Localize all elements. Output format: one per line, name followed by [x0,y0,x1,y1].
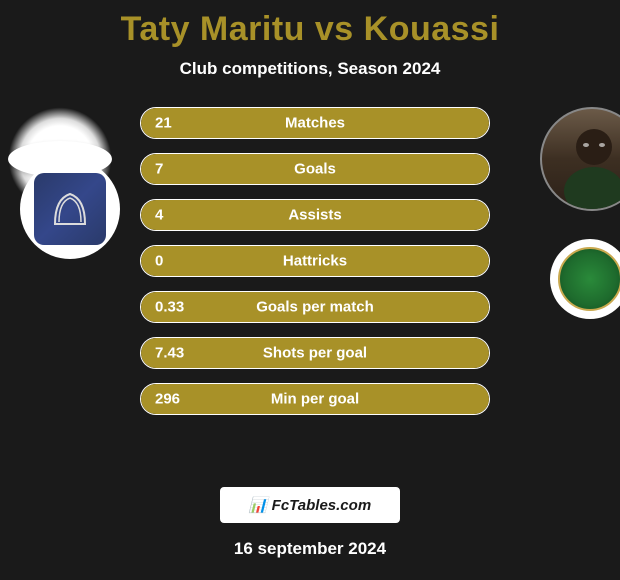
club-badge-right-icon [558,247,620,311]
club-badge-left [20,159,120,259]
club-badge-right [550,239,620,319]
stat-row: 21Matches [140,107,490,139]
stat-row: 0Hattricks [140,245,490,277]
comparison-arena: 21Matches 7Goals 4Assists 0Hattricks 0.33Goa… [0,99,620,479]
player-right-photo [540,107,620,211]
stat-label: Matches [141,115,489,132]
comparison-title: Taty Maritu vs Kouassi [0,0,620,49]
comparison-date: 16 september 2024 [0,539,620,559]
stat-label: Goals [141,161,489,178]
stat-label: Goals per match [141,299,489,316]
comparison-subtitle: Club competitions, Season 2024 [0,59,620,79]
stat-row: 296Min per goal [140,383,490,415]
stat-row: 4Assists [140,199,490,231]
stat-label: Shots per goal [141,345,489,362]
stat-row: 7.43Shots per goal [140,337,490,369]
club-badge-left-icon [34,173,106,245]
fctables-logo: 📊 FcTables.com [220,487,400,523]
stat-rows-container: 21Matches 7Goals 4Assists 0Hattricks 0.33Goa… [140,107,490,429]
stat-label: Hattricks [141,253,489,270]
stat-label: Assists [141,207,489,224]
stat-row: 0.33Goals per match [140,291,490,323]
stat-label: Min per goal [141,391,489,408]
stat-row: 7Goals [140,153,490,185]
